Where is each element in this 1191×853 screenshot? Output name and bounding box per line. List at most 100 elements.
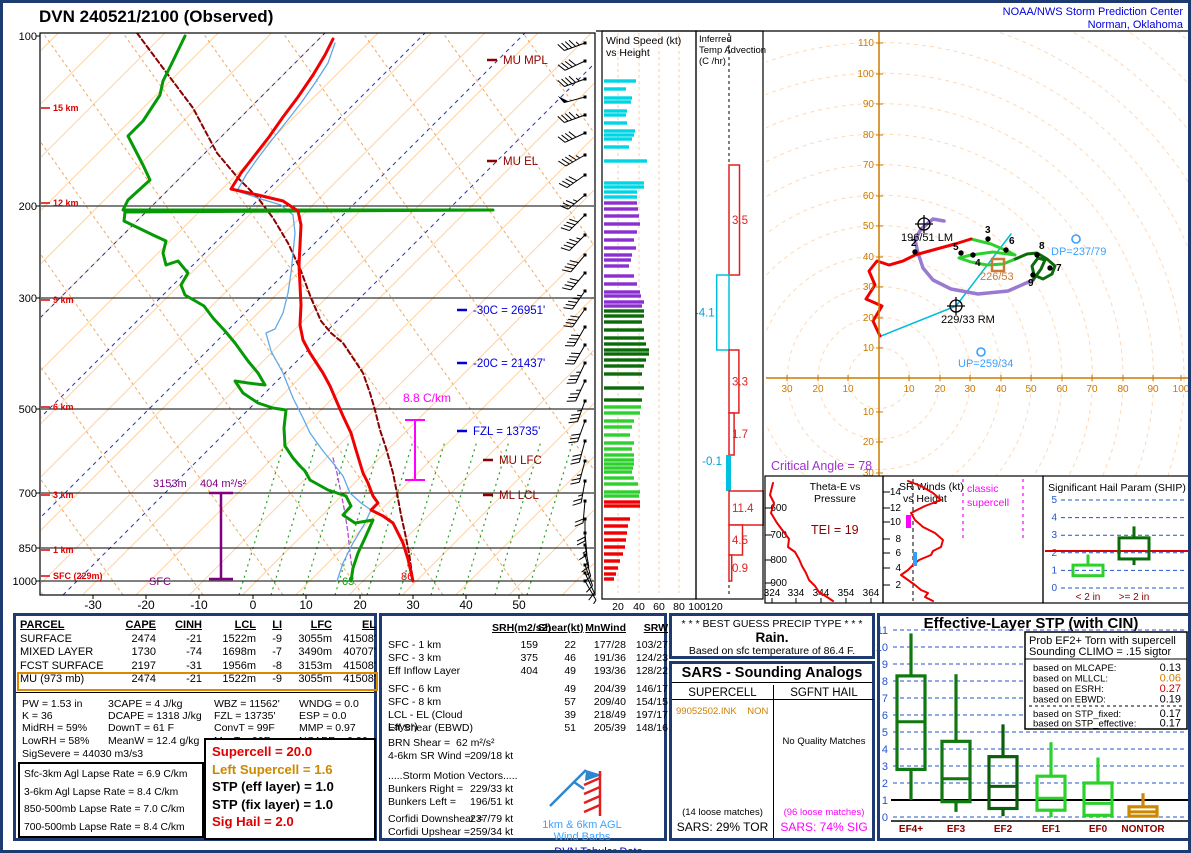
parcel-cell: 1956m [222, 659, 256, 672]
shear-cell: Eff Inflow Layer [388, 665, 461, 677]
svg-text:3153m: 3153m [153, 478, 187, 490]
svg-text:4: 4 [1051, 513, 1057, 524]
barb-legend: 1km & 6km AGL Wind Barbs [522, 819, 642, 843]
svg-text:20: 20 [612, 601, 624, 613]
svg-text:80: 80 [1117, 384, 1129, 395]
indices-col2: 3CAPE = 4 J/kg DCAPE = 1318 J/kg DownT = 6… [108, 698, 202, 747]
svg-text:10: 10 [299, 598, 313, 612]
index-value: 3CAPE = 4 J/kg [108, 698, 183, 710]
shear-cell: 148/16 [635, 722, 668, 734]
svg-text:3: 3 [985, 225, 991, 236]
wind-barb-column [557, 39, 597, 605]
svg-text:8: 8 [895, 534, 901, 545]
shear-cell: 57 [564, 696, 576, 708]
shear-cell: 146/17 [635, 683, 668, 695]
svg-text:100: 100 [688, 601, 706, 613]
shear-cell: 375 [520, 652, 538, 664]
parcel-cell: SURFACE [20, 632, 72, 645]
parcel-cell: 1730 [131, 646, 156, 658]
shear-cell: 46 [564, 652, 576, 664]
shear-cell: 205/39 [593, 722, 626, 734]
svg-text:11: 11 [877, 625, 888, 637]
precip-type-panel: * * * BEST GUESS PRECIP TYPE * * * Rain.… [669, 613, 875, 659]
motion-value: 259/34 kt [470, 825, 514, 838]
svg-text:5: 5 [882, 727, 888, 739]
svg-text:2: 2 [1051, 548, 1057, 559]
svg-text:30: 30 [964, 384, 976, 395]
svg-text:20: 20 [812, 384, 824, 395]
svg-text:>= 2 in: >= 2 in [1119, 592, 1150, 603]
svg-text:60: 60 [653, 601, 665, 613]
svg-text:-4.1: -4.1 [695, 308, 715, 320]
composite-value: STP (eff layer) = 1.0 [212, 779, 334, 795]
temp-advection-panel: 3.5 -4.1 3.3 1.7 -0.1 11.4 4.5 0.9 InferredTemp … [695, 30, 766, 600]
svg-text:-20: -20 [137, 598, 155, 612]
svg-text:7: 7 [1056, 263, 1062, 274]
sars-hail-loose: (96 loose matches) [783, 807, 865, 818]
composite-value: Supercell = 20.0 [212, 744, 313, 759]
svg-text:15 km: 15 km [53, 103, 79, 113]
lapse-rate-box: Sfc-3km Agl Lapse Rate = 6.9 C/km 3-6km A… [18, 762, 204, 838]
svg-text:Prob EF2+ Torn with supercell: Prob EF2+ Torn with supercell [1029, 635, 1176, 647]
shear-row: SFC - 8 km 57 209/40 154/15 [388, 696, 668, 708]
svg-text:0.17: 0.17 [1160, 718, 1181, 730]
mu-parcel-highlight [17, 672, 378, 691]
page-title: DVN 240521/2100 (Observed) [39, 7, 274, 26]
svg-text:404 m²/s²: 404 m²/s² [200, 478, 247, 490]
svg-text:700: 700 [770, 530, 787, 541]
svg-text:vs Height: vs Height [606, 47, 650, 59]
svg-text:2: 2 [882, 778, 888, 790]
shear-cell: 51 [564, 722, 576, 734]
sars-divider [773, 685, 774, 838]
svg-text:6: 6 [1009, 236, 1015, 247]
svg-text:6: 6 [882, 710, 888, 722]
shear-cell: 154/15 [635, 696, 668, 708]
motion-value: 196/51 kt [470, 795, 514, 808]
shear-row: Eff Inflow Layer 404 49 193/36 128/22 [388, 665, 668, 677]
tabular-data-link[interactable]: DVN Tabular Data [554, 846, 643, 853]
svg-text:110: 110 [858, 38, 874, 49]
indices-col1: PW = 1.53 in K = 36 MidRH = 59% LowRH = 58% [22, 698, 89, 747]
shear-cell: 49 [564, 683, 576, 695]
index-value: ConvT = 99F [214, 722, 275, 735]
index-value: FZL = 13735' [214, 710, 276, 723]
stp-plot: Effective-Layer STP (with CIN) 0 1 2 3 4 5 6 7 8 9… [876, 615, 1188, 835]
svg-text:60: 60 [863, 191, 875, 202]
svg-text:EF1: EF1 [1042, 824, 1061, 835]
parcel-cell: MIXED LAYER [20, 646, 94, 658]
svg-text:40: 40 [459, 598, 473, 612]
parcel-header: PARCEL [20, 619, 65, 631]
svg-text:based on MLLCL:: based on MLLCL: [1033, 674, 1108, 685]
shear-cell: 159 [520, 639, 538, 651]
hodograph: 110 100 90 80 70 60 50 40 30 20 10 10 20 30 30 20 10 10 20… [596, 30, 1188, 479]
precip-title: * * * BEST GUESS PRECIP TYPE * * * [681, 618, 863, 630]
shear-cell: 193/36 [593, 665, 626, 677]
svg-text:40: 40 [633, 601, 645, 613]
parcel-cell: 3153m [298, 659, 332, 672]
sr-wind-label: 4-6km SR Wind = [388, 750, 471, 762]
motion-label: Corfidi Upshear = [388, 825, 470, 838]
parcel-cell: -21 [186, 673, 202, 685]
sr-wind-46: 4-6km SR Wind = 209/18 kt [388, 750, 658, 762]
shear-cell: 404 [520, 665, 538, 677]
svg-text:Sounding CLIMO = .15 sigtor: Sounding CLIMO = .15 sigtor [1029, 646, 1171, 658]
shear-cell: 209/40 [593, 696, 626, 708]
svg-text:30: 30 [863, 282, 875, 293]
svg-text:0.9: 0.9 [732, 563, 748, 575]
svg-text:6: 6 [895, 548, 901, 559]
index-value: LowRH = 58% [22, 734, 90, 747]
svg-text:60: 60 [1056, 384, 1068, 395]
svg-text:Wind Speed (kt): Wind Speed (kt) [606, 35, 681, 47]
svg-text:EF4+: EF4+ [899, 824, 923, 835]
svg-text:70: 70 [1086, 384, 1098, 395]
shear-row: SFC - 3 km 375 46 191/36 124/23 [388, 652, 668, 664]
barb-legend-line2: Wind Barbs [553, 831, 611, 843]
svg-text:supercell: supercell [967, 497, 1009, 509]
svg-text:FZL = 13735': FZL = 13735' [473, 426, 540, 438]
sars-supercell-result: SARS: 29% TOR [676, 820, 769, 834]
svg-text:0.17: 0.17 [1160, 708, 1181, 720]
svg-text:10: 10 [842, 384, 854, 395]
shear-cell: 204/39 [593, 683, 626, 695]
svg-text:MU EL: MU EL [503, 156, 539, 168]
